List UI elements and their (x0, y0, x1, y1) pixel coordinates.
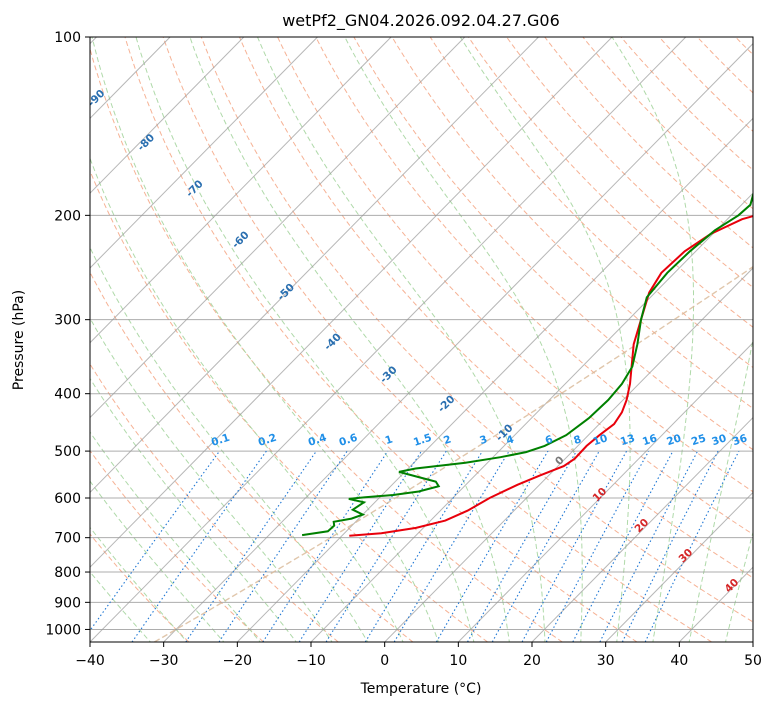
mixing-ratio-label: 1.5 (412, 432, 433, 449)
x-tick-label: −10 (296, 653, 326, 669)
dry-adiabat-line (90, 271, 414, 642)
y-tick-label: 300 (54, 313, 81, 329)
x-tick-label: 50 (744, 653, 762, 669)
isotherm-line (457, 342, 753, 642)
mixing-ratio-line (325, 450, 447, 642)
mixing-ratio-line (491, 450, 600, 642)
mixing-ratio-label: 13 (619, 432, 637, 448)
mixing-ratio-label: 30 (710, 432, 728, 448)
y-tick-label: 1000 (45, 622, 81, 638)
mixing-ratio-line (90, 450, 220, 632)
y-tick-label: 400 (54, 387, 81, 403)
isotherm-line (605, 491, 753, 642)
dry-adiabat-line (315, 37, 753, 493)
dry-adiabat-line (391, 37, 753, 409)
mixing-ratio-line (364, 450, 483, 642)
profile-traces (301, 191, 753, 537)
x-tick-label: −20 (223, 653, 253, 669)
mixing-ratio-line (599, 450, 699, 642)
mixing-ratio-line (131, 450, 267, 642)
isotherm-line (236, 117, 753, 642)
y-tick-label: 900 (54, 595, 81, 611)
dry-adiabat-line (90, 169, 488, 642)
isotherm-line (90, 37, 539, 494)
mixing-ratio-line (262, 450, 389, 642)
y-tick-label: 200 (54, 208, 81, 224)
isotherm-line (531, 416, 753, 642)
moist-adiabat-line (90, 431, 261, 642)
dry-adiabat-line (162, 37, 712, 642)
mixing-ratio-label: 36 (731, 432, 749, 448)
dry-adiabat-line (200, 37, 753, 623)
plot-frame (89, 36, 754, 643)
dry-adiabat-line (90, 363, 339, 642)
y-tick-label: 700 (54, 531, 81, 547)
isotherm-line (90, 37, 392, 344)
x-tick-label: 30 (597, 653, 615, 669)
edge-curve (154, 265, 753, 642)
x-tick-label: 0 (380, 653, 389, 669)
mixing-ratio-line (185, 450, 317, 642)
mixing-ratio-label: 6 (544, 433, 555, 447)
x-tick-label: 20 (523, 653, 541, 669)
isotherm-line (163, 42, 753, 642)
mixing-ratio-label: 2 (442, 433, 453, 447)
mixing-ratio-label: 25 (690, 432, 708, 448)
mixing-ratio-label: 3 (478, 433, 489, 447)
y-axis-label: Pressure (hPa) (11, 290, 27, 390)
dry-adiabat-line (467, 37, 753, 328)
x-tick-label: 40 (670, 653, 688, 669)
y-tick-label: 500 (54, 444, 81, 460)
isotherm-line (90, 37, 613, 568)
isotherm-line (310, 192, 753, 642)
x-axis: −40 −30 −20 −10 0 10 20 30 40 50 (75, 642, 762, 669)
background-grid (90, 37, 753, 642)
x-axis-label: Temperature (°C) (360, 681, 482, 697)
y-tick-label: 800 (54, 565, 81, 581)
mixing-ratio-line (644, 450, 740, 642)
y-tick-label: 600 (54, 491, 81, 507)
y-axis: 100 200 300 400 500 600 700 800 900 1000 (45, 30, 90, 638)
chart-title: wetPf2_GN04.2026.092.04.27.G06 (282, 11, 560, 31)
mixing-ratio-label: 10 (592, 432, 610, 448)
mixing-ratio-label: 0.4 (307, 432, 328, 449)
mixing-ratio-label: 8 (572, 433, 583, 447)
mixing-ratio-line (393, 450, 510, 642)
dewpoint-profile (301, 191, 753, 537)
mixing-ratio-label: 0.6 (338, 432, 359, 449)
isotherm-line (90, 37, 245, 194)
isotherm-line (90, 37, 318, 269)
moist-adiabat-line (90, 480, 225, 642)
dry-adiabat-line (353, 37, 753, 451)
dry-adiabat-line (90, 47, 563, 642)
x-tick-label: −30 (149, 653, 179, 669)
dry-adiabat-line (506, 37, 753, 289)
x-tick-label: 10 (449, 653, 467, 669)
mixing-ratio-label: 0.2 (257, 432, 278, 449)
mixing-ratio-line (545, 450, 650, 642)
mixing-ratio-line (621, 450, 719, 642)
mixing-ratio-line (521, 450, 628, 642)
dry-adiabat-line (90, 533, 190, 642)
dry-adiabat-line (429, 37, 753, 369)
dry-adiabat-line (582, 37, 753, 210)
mixing-ratio-label: 20 (665, 432, 683, 448)
mixing-ratio-label: 16 (641, 432, 659, 448)
dry-adiabat-line (239, 37, 753, 579)
mixing-ratio-line (298, 450, 422, 642)
mixing-ratio-label: 4 (505, 433, 516, 447)
isotherm-line (90, 37, 687, 642)
mixing-ratio-label: 0.1 (210, 432, 231, 449)
mixing-ratio-line (218, 450, 348, 642)
moist-adiabat-line (90, 377, 297, 642)
y-tick-label: 100 (54, 30, 81, 46)
moist-adiabat-line (91, 37, 440, 642)
x-tick-label: −40 (75, 653, 105, 669)
isotherm-line (384, 267, 753, 642)
mixing-ratio-label: 1 (384, 433, 395, 447)
dry-adiabat-line (277, 37, 753, 535)
temperature-profile (349, 215, 753, 537)
isotherm-line (90, 37, 466, 419)
